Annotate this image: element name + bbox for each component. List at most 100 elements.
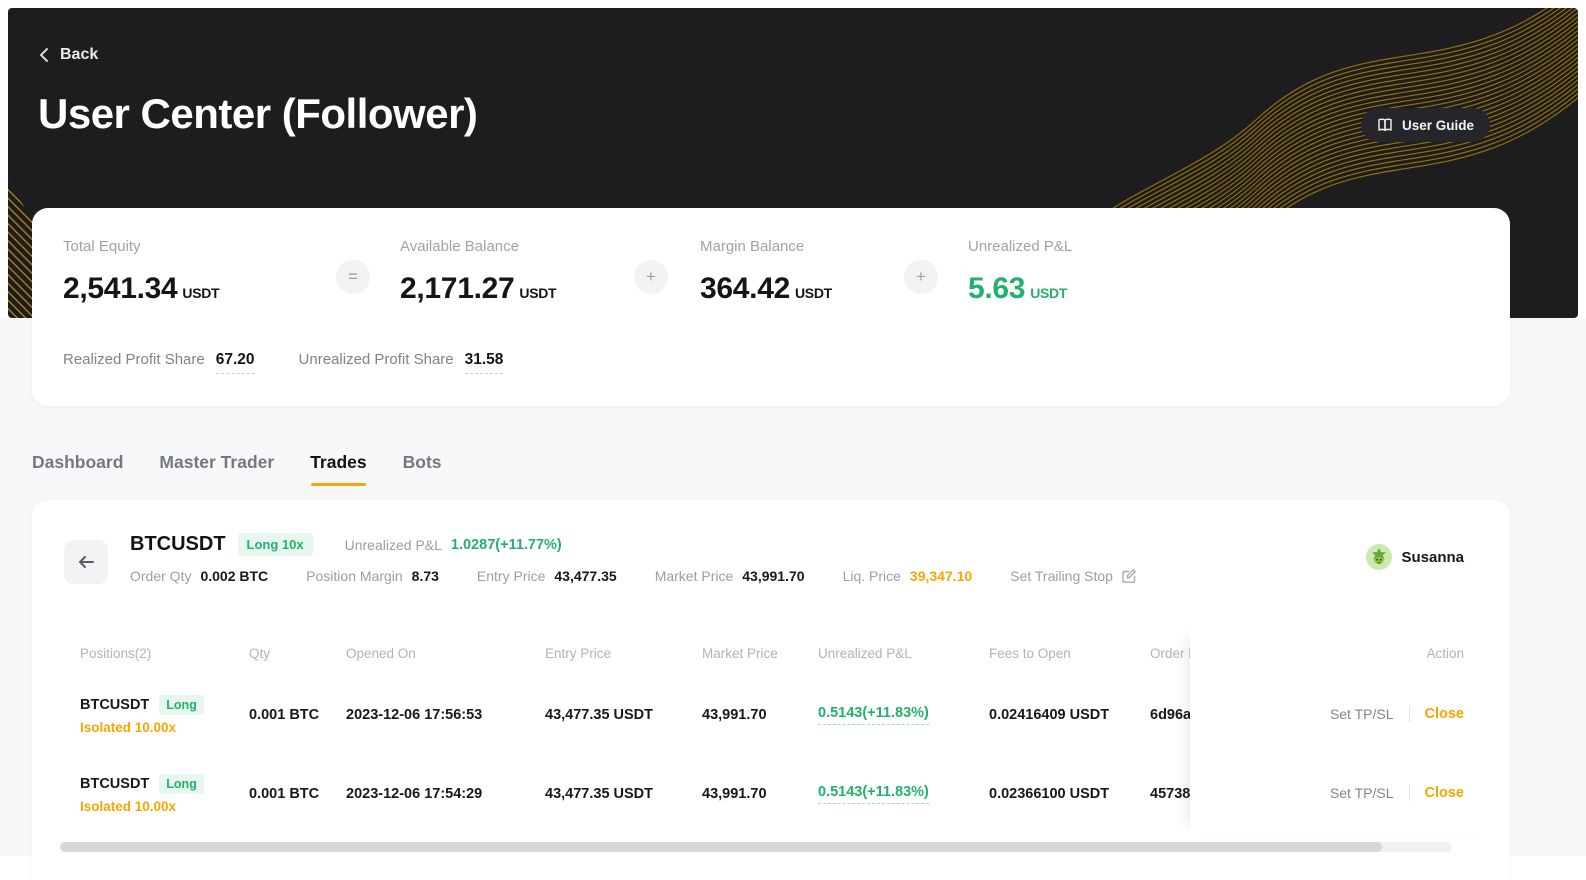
col-header-fees-to-open: Fees to Open (989, 646, 1071, 661)
table-row: BTCUSDT Long Isolated 10.00x 0.001 BTC 2… (32, 675, 1510, 755)
plus-operator-icon: + (634, 260, 668, 294)
user-guide-button[interactable]: User Guide (1360, 108, 1490, 142)
profit-share-row: Realized Profit Share 67.20 Unrealized P… (63, 351, 504, 374)
trader-profile[interactable]: Susanna (1366, 544, 1464, 570)
close-position-button[interactable]: Close (1424, 706, 1465, 722)
equals-operator-icon: = (336, 260, 370, 294)
stat-label: Total Equity (63, 238, 141, 255)
stat-margin-balance: Margin Balance 364.42 USDT (700, 238, 832, 306)
trader-avatar (1366, 544, 1393, 570)
stat-label: Unrealized P&L (968, 238, 1073, 255)
stat-value: 5.63 USDT (968, 272, 1068, 305)
horizontal-scrollbar-track (60, 842, 1452, 852)
cell-unrealized-pnl: 0.5143(+11.83%) (818, 675, 929, 755)
stat-unrealized-pnl: Unrealized P&L 5.63 USDT (968, 238, 1072, 306)
edit-icon (1121, 568, 1137, 584)
set-tpsl-button[interactable]: Set TP/SL (1329, 706, 1394, 722)
row-side-badge: Long (159, 774, 204, 794)
horizontal-scrollbar-thumb[interactable] (60, 842, 1382, 852)
close-position-button[interactable]: Close (1424, 785, 1465, 801)
cell-market-price: 43,991.70 (702, 707, 767, 723)
unrealized-profit-share: Unrealized Profit Share 31.58 (299, 351, 504, 374)
row-actions: Set TP/SL Close (1330, 706, 1464, 722)
profit-share-value[interactable]: 31.58 (464, 351, 504, 374)
content-section: Total Equity 2,541.34 USDT = Available Ba… (0, 208, 1586, 880)
trader-name: Susanna (1401, 548, 1464, 566)
stat-total-equity: Total Equity 2,541.34 USDT (63, 238, 220, 306)
cell-opened-on: 2023-12-06 17:54:29 (346, 786, 483, 802)
col-header-unrealized-pnl: Unrealized P&L (818, 646, 912, 661)
tab-bar: Dashboard Master Trader Trades Bots (32, 452, 442, 486)
book-icon (1377, 118, 1393, 132)
arrow-left-icon (77, 554, 95, 570)
user-guide-label: User Guide (1401, 117, 1474, 133)
cell-qty: 0.001 BTC (249, 707, 320, 723)
back-label: Back (60, 46, 99, 63)
col-header-action: Action (1426, 646, 1464, 661)
equity-summary-card: Total Equity 2,541.34 USDT = Available Ba… (32, 208, 1510, 406)
cell-fees-to-open: 0.02416409 USDT (989, 707, 1110, 723)
tab-bots[interactable]: Bots (402, 452, 442, 472)
panel-back-button[interactable] (64, 540, 108, 584)
pnl-value: 1.0287(+11.77%) (450, 536, 562, 553)
liq-price: Liq. Price 39,347.10 (842, 568, 973, 584)
action-divider (1408, 785, 1410, 801)
row-margin-mode: Isolated 10.00x (80, 799, 177, 814)
tab-master-trader[interactable]: Master Trader (159, 452, 275, 472)
stat-label: Available Balance (400, 238, 519, 255)
profit-share-value[interactable]: 67.20 (215, 351, 255, 374)
stat-unit: USDT (794, 285, 832, 301)
cell-entry-price: 43,477.35 USDT (545, 786, 654, 802)
cell-order-no: 6d96a (1150, 707, 1192, 723)
page-title: User Center (Follower) (38, 90, 478, 137)
cell-market-price: 43,991.70 (702, 786, 767, 802)
col-header-opened-on: Opened On (346, 646, 416, 661)
stat-value: 364.42 USDT (700, 272, 832, 305)
stat-unit: USDT (1030, 285, 1068, 301)
back-button[interactable]: Back (38, 46, 98, 64)
positions-table: Positions(2) Qty Opened On Entry Price M… (32, 628, 1510, 868)
tab-trades[interactable]: Trades (310, 452, 367, 486)
pnl-tooltip-value[interactable]: 0.5143(+11.83%) (818, 784, 929, 804)
pnl-tooltip-value[interactable]: 0.5143(+11.83%) (818, 705, 929, 725)
row-actions: Set TP/SL Close (1330, 785, 1464, 801)
cell-order-no: 45738 (1150, 786, 1191, 802)
set-trailing-stop-button[interactable]: Set Trailing Stop (1010, 568, 1137, 584)
tab-dashboard[interactable]: Dashboard (32, 452, 124, 472)
order-qty: Order Qty 0.002 BTC (130, 568, 269, 584)
col-header-positions: Positions(2) (80, 646, 152, 661)
action-divider (1408, 706, 1410, 722)
stat-available-balance: Available Balance 2,171.27 USDT (400, 238, 557, 306)
cell-symbol: BTCUSDT Long Isolated 10.00x (80, 675, 204, 755)
pnl-label: Unrealized P&L (344, 536, 442, 553)
side-leverage-badge: Long 10x (237, 533, 313, 556)
cell-symbol: BTCUSDT Long Isolated 10.00x (80, 754, 204, 834)
cell-fees-to-open: 0.02366100 USDT (989, 786, 1110, 802)
stat-unit: USDT (519, 285, 557, 301)
symbol-name: BTCUSDT (130, 533, 226, 555)
set-tpsl-button[interactable]: Set TP/SL (1329, 785, 1394, 801)
stat-value: 2,171.27 USDT (400, 272, 557, 305)
position-detail-line: Order Qty 0.002 BTC Position Margin 8.73… (130, 568, 1137, 584)
stat-unit: USDT (182, 285, 220, 301)
cell-entry-price: 43,477.35 USDT (545, 707, 654, 723)
position-summary-line: BTCUSDT Long 10x Unrealized P&L 1.0287(+… (130, 533, 562, 556)
market-price: Market Price 43,991.70 (654, 568, 805, 584)
col-header-market-price: Market Price (702, 646, 778, 661)
row-symbol: BTCUSDT (80, 697, 150, 713)
entry-price: Entry Price 43,477.35 (476, 568, 617, 584)
row-margin-mode: Isolated 10.00x (80, 720, 177, 735)
trades-card: BTCUSDT Long 10x Unrealized P&L 1.0287(+… (32, 500, 1510, 880)
profit-share-label: Realized Profit Share (63, 351, 205, 368)
table-row: BTCUSDT Long Isolated 10.00x 0.001 BTC 2… (32, 754, 1510, 834)
profit-share-label: Unrealized Profit Share (298, 351, 454, 368)
row-side-badge: Long (159, 695, 204, 715)
back-chevron-icon (38, 47, 50, 63)
realized-profit-share: Realized Profit Share 67.20 (63, 351, 255, 374)
col-header-qty: Qty (249, 646, 271, 661)
row-symbol: BTCUSDT (80, 776, 150, 792)
sticky-action-column: Action Set TP/SL Close Set TP/SL Close (1190, 628, 1510, 834)
stat-value: 2,541.34 USDT (63, 272, 220, 305)
stat-label: Margin Balance (700, 238, 805, 255)
cell-opened-on: 2023-12-06 17:56:53 (346, 707, 483, 723)
